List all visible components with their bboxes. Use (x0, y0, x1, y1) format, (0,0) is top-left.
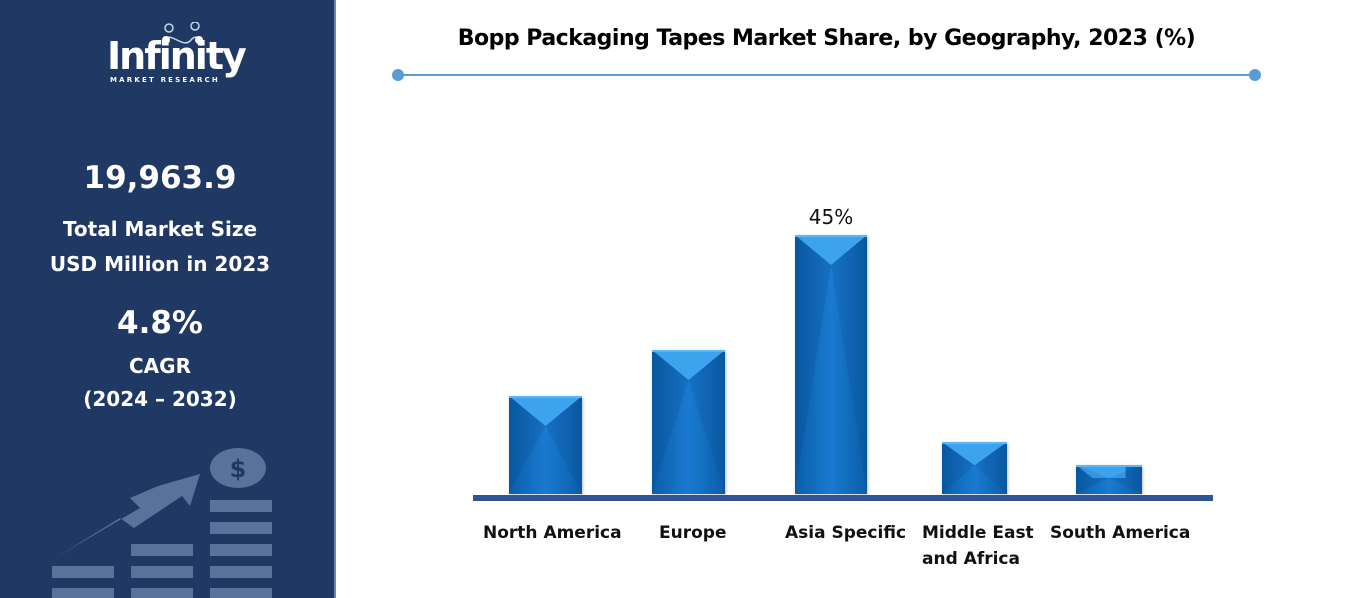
logo-wordmark: Infinity (107, 34, 247, 78)
divider-dot-right (1249, 69, 1261, 81)
bar-europe (652, 350, 725, 494)
market-size-value: 19,963.9 (83, 160, 237, 196)
chart-title: Bopp Packaging Tapes Market Share, by Ge… (457, 26, 1196, 51)
category-label-asia: Asia Specific (785, 523, 907, 543)
category-label-south-america: South America (1050, 523, 1191, 543)
infinity-symbol-icon (162, 22, 203, 46)
bar-north-america (509, 396, 582, 494)
x-axis-baseline (473, 495, 1213, 501)
cagr-label: CAGR (129, 354, 191, 378)
category-label-europe: Europe (659, 523, 727, 543)
sidebar-panel: Infinity MARKET RESEARCH 19,963.9 Total … (0, 0, 336, 598)
divider-dot-left (392, 69, 404, 81)
bar-mea (942, 442, 1007, 494)
logo-subtitle: MARKET RESEARCH (110, 76, 220, 84)
growth-chart-dollar-icon: $ (52, 448, 272, 598)
svg-text:$: $ (230, 455, 247, 483)
bar-asia (795, 235, 867, 494)
infinity-logo: Infinity MARKET RESEARCH (105, 22, 247, 86)
data-label-asia: 45% (808, 205, 854, 229)
cagr-period: (2024 – 2032) (83, 387, 237, 411)
category-label-mea: Middle East and Africa (922, 523, 1034, 569)
market-size-label-line2: USD Million in 2023 (49, 252, 271, 276)
bar-south-america (1076, 465, 1142, 494)
title-divider (398, 74, 1255, 76)
category-label-north-america: North America (483, 523, 622, 543)
market-size-label-line1: Total Market Size (62, 217, 258, 241)
cagr-value: 4.8% (117, 305, 203, 341)
